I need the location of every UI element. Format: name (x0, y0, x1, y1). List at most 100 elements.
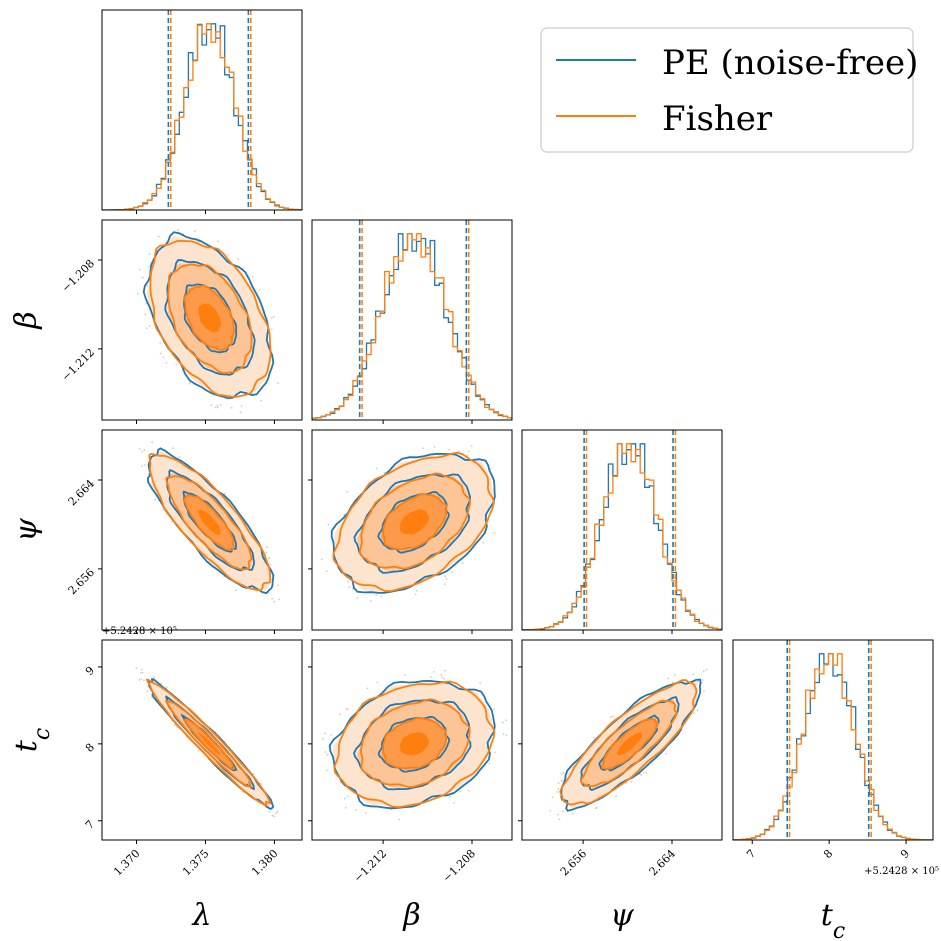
scatter-point (355, 808, 358, 811)
scatter-point (217, 240, 220, 243)
scatter-point (347, 580, 350, 583)
scatter-point (339, 713, 341, 716)
scatter-point (505, 734, 508, 736)
scatter-point (214, 406, 217, 409)
contour-fill-level-4 (616, 732, 643, 756)
scatter-point (276, 810, 279, 813)
scatter-point (153, 676, 156, 679)
scatter-point (276, 584, 279, 587)
scatter-point (146, 690, 149, 692)
x-tick-label-tc: 8 (821, 847, 835, 861)
panel-frame (101, 429, 303, 631)
contour-line-fisher-3 (183, 718, 236, 771)
scatter-point (140, 672, 142, 674)
scatter-point (667, 677, 670, 680)
scatter-point (696, 709, 699, 712)
scatter-point (260, 399, 263, 402)
panel-frame (311, 219, 513, 421)
contour-line-fisher-2 (579, 699, 678, 788)
contour-line-fisher-2 (358, 472, 472, 570)
y-axis-label-psi: ψ (9, 518, 44, 542)
scatter-point (268, 557, 271, 559)
scatter-point (348, 586, 351, 589)
scatter-point (141, 465, 143, 467)
scatter-point (365, 812, 367, 815)
contour-line-pe-3 (377, 715, 451, 773)
scatter-point (240, 405, 243, 407)
y-axis-label-tc: tc (9, 728, 55, 752)
scatter-point (165, 361, 168, 364)
scatter-point (502, 733, 505, 735)
scatter-point (557, 788, 560, 790)
y-offset-label-tc: +5.2428 × 10⁵ (102, 626, 177, 637)
scatter-point (270, 328, 273, 331)
scatter-point (482, 541, 485, 544)
scatter-point (467, 789, 470, 792)
scatter-point (448, 448, 451, 451)
scatter-point (702, 670, 705, 673)
hist-pe-beta (312, 233, 512, 420)
scatter-point (157, 235, 160, 238)
y-tick-label-tc: 7 (83, 818, 97, 832)
panel-frame (732, 639, 934, 841)
scatter-point (148, 253, 151, 256)
x-tick-label-lambda: 1.380 (249, 847, 280, 878)
scatter-point (376, 681, 379, 684)
panel-beta-psi (308, 429, 513, 634)
contour-fill-level-4 (198, 509, 221, 535)
scatter-point (138, 448, 141, 450)
scatter-point (143, 464, 146, 466)
contour-line-fisher-3 (382, 716, 448, 770)
scatter-point (138, 679, 141, 681)
scatter-point (692, 673, 695, 676)
scatter-point (505, 719, 508, 722)
x-tick-label-psi: 2.656 (558, 847, 589, 878)
scatter-point (440, 674, 443, 676)
contour-line-fisher-3 (183, 284, 236, 352)
scatter-point (494, 751, 497, 754)
contour-line-pe-3 (377, 491, 450, 554)
scatter-point (562, 771, 565, 774)
contour-line-fisher-3 (382, 493, 448, 551)
contour-line-pe-1 (142, 231, 275, 400)
scatter-point (549, 809, 552, 812)
scatter-point (370, 600, 372, 602)
scatter-point (705, 668, 708, 671)
contour-line-fisher-1 (145, 678, 271, 807)
scatter-point (273, 815, 275, 818)
panel-frame (101, 639, 303, 841)
y-tick-label-psi: 2.656 (66, 566, 97, 597)
scatter-point (595, 806, 598, 809)
contour-line-fisher-1 (149, 239, 272, 398)
scatter-point (356, 597, 359, 600)
scatter-point (326, 754, 329, 756)
scatter-point (366, 687, 369, 690)
scatter-point (273, 600, 276, 603)
x-tick-label-tc: 7 (744, 847, 758, 861)
scatter-point (148, 325, 151, 327)
scatter-point (458, 450, 460, 453)
scatter-point (224, 492, 226, 495)
scatter-point (239, 411, 242, 414)
scatter-point (696, 680, 699, 683)
panel-lambda-psi: 2.656 2.664 (66, 429, 303, 634)
scatter-point (375, 594, 378, 597)
scatter-point (592, 736, 595, 739)
panel-psi-hist (521, 429, 723, 634)
scatter-point (140, 668, 143, 671)
contour-line-fisher-3 (601, 718, 660, 770)
scatter-point (433, 446, 436, 448)
scatter-point (343, 797, 346, 800)
y-tick-label-psi: 2.664 (66, 477, 97, 508)
scatter-point (502, 721, 504, 724)
panel-lambda-hist (101, 9, 303, 214)
scatter-point (265, 546, 268, 549)
scatter-point (226, 254, 229, 256)
contour-fill-level-4 (399, 509, 430, 535)
scatter-point (216, 406, 219, 409)
y-tick-label-tc: 8 (83, 741, 97, 755)
contour-line-pe-1 (328, 679, 496, 810)
contour-line-pe-2 (353, 473, 471, 574)
panel-frame (101, 219, 303, 421)
scatter-point (375, 467, 378, 470)
